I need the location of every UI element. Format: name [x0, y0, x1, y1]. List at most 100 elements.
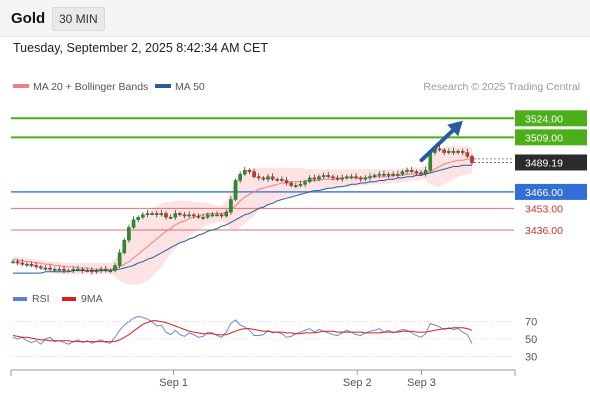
candle-body [340, 177, 344, 180]
x-tick-label-1: Sep 2 [343, 377, 372, 389]
candle-body [266, 176, 270, 180]
level-label-2: 3466.00 [525, 187, 563, 199]
last-price-badge [515, 154, 587, 171]
candle-body [25, 264, 29, 266]
candle-body [252, 171, 256, 177]
candle-body [442, 149, 446, 153]
level-label-0: 3524.00 [525, 113, 563, 125]
candle-body [243, 170, 247, 175]
candle-body [215, 214, 219, 217]
candle-body [409, 170, 414, 172]
x-tick-label-2: Sep 3 [407, 377, 436, 389]
rsi-panel: 70 50 30 [12, 316, 537, 363]
candle-body [159, 213, 164, 215]
forecast-arrow [419, 120, 463, 163]
candle-body [414, 171, 419, 174]
candle-body [39, 266, 43, 269]
candle-body [349, 176, 354, 179]
timeframe-button[interactable]: 30 MIN [52, 7, 105, 31]
candle-body [210, 214, 215, 217]
legend-label-9ma: 9MA [81, 293, 103, 305]
candle-body [307, 177, 312, 182]
candle-body [284, 180, 289, 184]
candle-body [465, 152, 470, 157]
candle-body [377, 173, 382, 176]
candle-body [136, 217, 140, 221]
candle-body [289, 182, 293, 186]
candle-body [178, 213, 182, 215]
candle-body [460, 151, 465, 153]
rsi-tick-label-30: 30 [525, 351, 537, 363]
legend-label-ma50: MA 50 [175, 81, 205, 93]
candle-body [127, 227, 131, 241]
legend-label-ma20: MA 20 + Bollinger Bands [33, 81, 148, 93]
candle-body [335, 177, 340, 180]
support-resistance-levels: 3524.00 3509.00 3466.00 3453.00 3436.00 [11, 110, 587, 237]
candle-body [447, 151, 451, 153]
candle-body [187, 214, 191, 217]
candle-body [122, 239, 127, 254]
forecast-arrow-shaft [419, 122, 461, 163]
candle-body [368, 176, 372, 179]
instrument-title: Gold [11, 10, 46, 27]
candle-body [261, 177, 266, 180]
candle-body [20, 262, 25, 265]
last-price-label: 3489.19 [525, 157, 563, 169]
candle-body [34, 265, 38, 267]
candle-body [94, 270, 99, 273]
candle-body [76, 269, 80, 271]
candle-body [303, 181, 307, 185]
candle-body [164, 213, 168, 218]
rsi-ma-line [12, 320, 473, 343]
candle-body [168, 217, 173, 219]
candle-body [52, 269, 57, 271]
candle-body [90, 270, 94, 273]
level-badge-1 [515, 129, 587, 146]
candle-body [224, 212, 229, 217]
candle-body [312, 177, 317, 180]
level-label-3: 3453.00 [525, 203, 563, 215]
last-price-marker: 3489.19 [474, 154, 587, 171]
candle-body [405, 170, 409, 172]
candle-body [247, 170, 252, 172]
candle-body [363, 177, 368, 180]
candle-body [400, 171, 405, 175]
legend: MA 20 + Bollinger Bands MA 50 Research ©… [13, 81, 580, 93]
candle-body [117, 252, 122, 266]
candle-body [275, 179, 280, 181]
candle-body [326, 175, 331, 177]
candle-body [391, 173, 395, 176]
candle-body [196, 215, 201, 218]
legend-swatch-ma50 [155, 84, 171, 88]
header-bar: Gold 30 MIN [0, 0, 590, 37]
legend-swatch-ma20 [13, 84, 29, 88]
candle-body [85, 270, 89, 272]
candle-body [48, 267, 52, 270]
bollinger-bands [13, 146, 472, 285]
candle-body [396, 173, 400, 176]
candle-body [270, 176, 275, 180]
candle-body [382, 173, 386, 176]
candle-body [113, 265, 117, 271]
candle-body [66, 270, 71, 272]
timestamp: Tuesday, September 2, 2025 8:42:34 AM CE… [13, 41, 269, 55]
legend-swatch-9ma [62, 297, 76, 301]
candle-body [280, 179, 284, 181]
ma50-line [13, 164, 472, 274]
candle-body [182, 214, 187, 217]
candle-body [205, 214, 210, 218]
level-badge-2 [515, 183, 587, 200]
candle-body [298, 184, 303, 186]
candle-body [372, 175, 377, 177]
candle-body [15, 261, 20, 264]
x-axis: Sep 1 Sep 2 Sep 3 [10, 369, 516, 389]
candle-body [219, 214, 224, 217]
candle-body [317, 176, 321, 180]
candle-body [71, 269, 76, 271]
candle-body [419, 172, 423, 175]
candle-body [229, 199, 233, 213]
level-label-4: 3436.00 [525, 225, 563, 237]
rsi-tick-label-50: 50 [525, 334, 537, 346]
candle-body [358, 177, 363, 180]
